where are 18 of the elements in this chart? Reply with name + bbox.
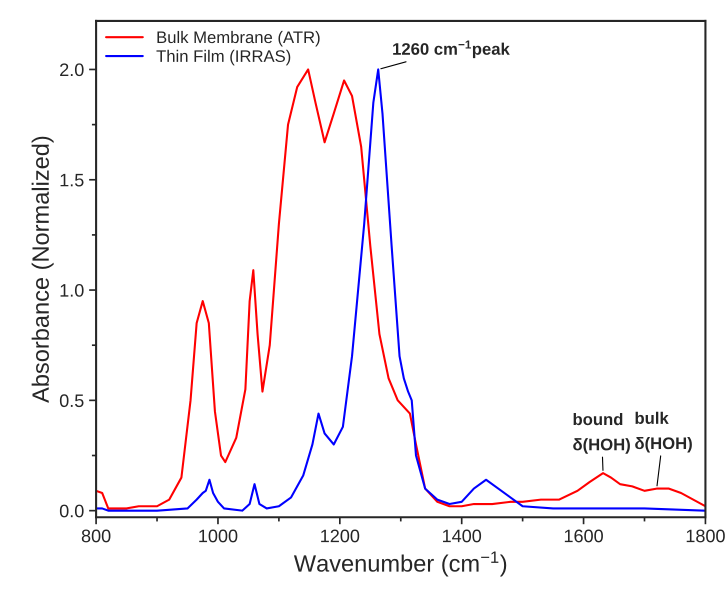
- legend-label: Thin Film (IRRAS): [156, 50, 290, 66]
- x-tick-label: 1200: [321, 530, 360, 542]
- x-axis-title: Wavenumber (cm$^{−1}$): [294, 551, 506, 576]
- x-tick-label: 1600: [564, 530, 603, 542]
- annotation: bulk δ(HOH): [635, 412, 692, 452]
- x-tick-label: 1000: [199, 530, 238, 542]
- y-axis-title: Absorbance (Normalized): [32, 136, 54, 403]
- y-tick-label: 0.0: [60, 504, 84, 518]
- x-tick-label: 1800: [686, 530, 725, 542]
- y-tick-label: 2.0: [60, 63, 84, 76]
- annotation: 1260 cm$^{−1}$peak: [393, 40, 510, 58]
- y-tick-label: 1.5: [60, 174, 84, 186]
- y-tick-label: 1.0: [60, 284, 84, 297]
- annotation: bound δ(HOH): [573, 412, 630, 454]
- legend-label: Bulk Membrane (ATR): [157, 30, 320, 46]
- x-tick-label: 1400: [442, 530, 482, 542]
- y-tick-label: 0.5: [60, 394, 84, 408]
- x-tick-label: 800: [82, 530, 110, 542]
